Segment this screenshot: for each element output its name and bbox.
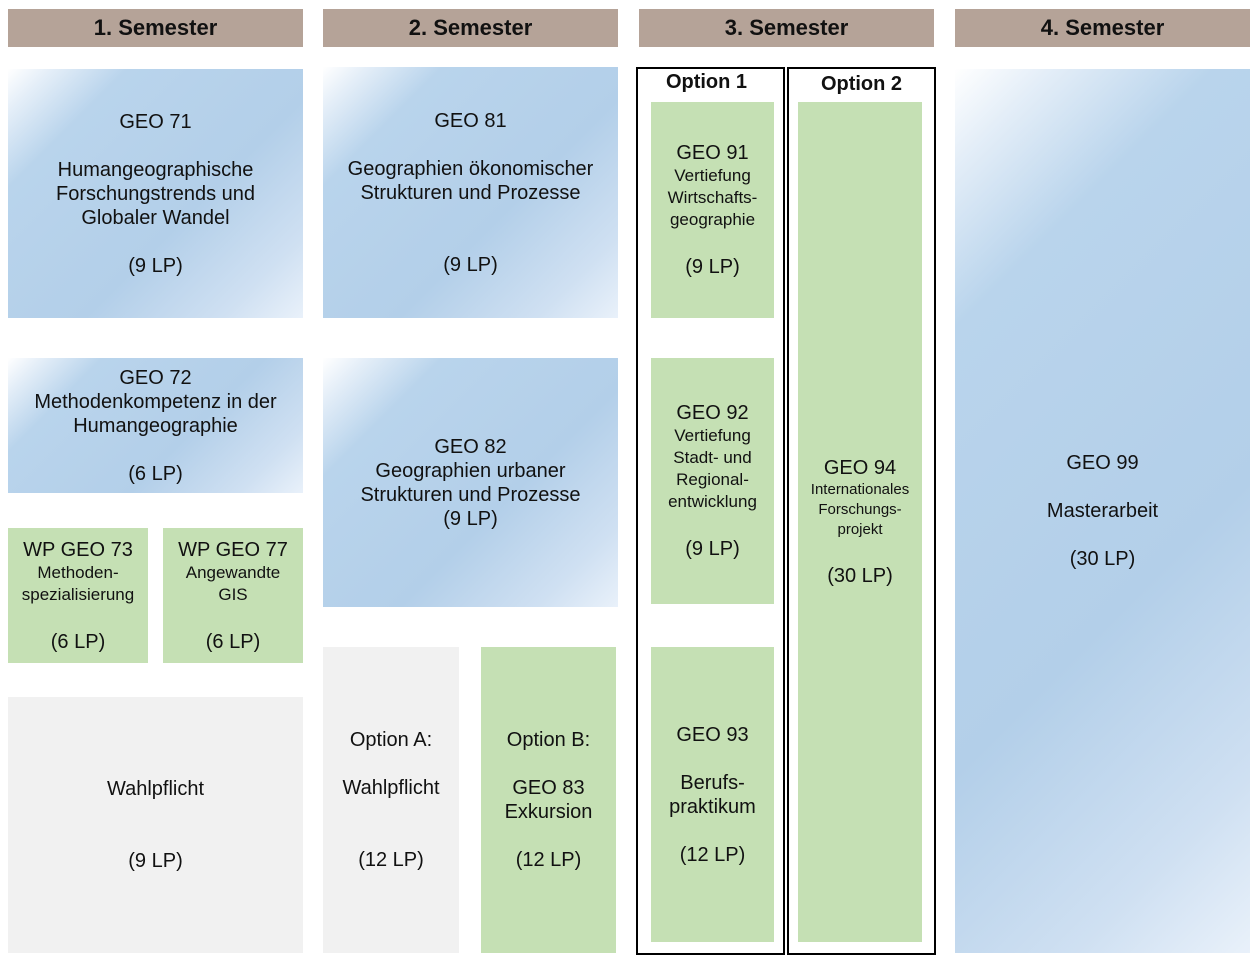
semester-2-header: 2. Semester <box>323 9 618 47</box>
module-geo-92: GEO 92 Vertiefung Stadt- und Regional- e… <box>651 358 774 604</box>
module-title-line: Wirtschafts- <box>667 188 758 207</box>
option-2-label: Option 2 <box>820 73 903 95</box>
module-title-line: Methodenkompetenz in der <box>34 390 277 413</box>
module-title-line: Strukturen und Prozesse <box>360 483 581 506</box>
module-geo-81: GEO 81 Geographien ökonomischer Struktur… <box>323 67 618 318</box>
module-geo-72: GEO 72 Methodenkompetenz in der Humangeo… <box>8 358 303 493</box>
semester-1-header: 1. Semester <box>8 9 303 47</box>
semester-3-header: 3. Semester <box>639 9 934 47</box>
module-title-line: Methoden- <box>37 562 119 582</box>
module-geo-82: GEO 82 Geographien urbaner Strukturen un… <box>323 358 618 607</box>
module-option-a: Option A: Wahlpflicht (12 LP) <box>323 647 459 953</box>
module-credits: (6 LP) <box>50 630 106 653</box>
module-code: GEO 82 <box>434 435 507 458</box>
module-title: Masterarbeit <box>1046 500 1159 522</box>
option-2-frame <box>787 67 936 955</box>
module-option-b-geo-83: Option B: GEO 83 Exkursion (12 LP) <box>481 647 616 953</box>
module-title-line: praktikum <box>669 795 756 818</box>
module-credits: (30 LP) <box>827 565 893 587</box>
option-label: Option B: <box>506 729 591 751</box>
module-code: GEO 81 <box>434 109 507 132</box>
module-title-line: Strukturen und Prozesse <box>360 181 581 204</box>
option-1-label: Option 1 <box>665 71 748 93</box>
module-code: WP GEO 73 <box>23 538 133 561</box>
module-credits: (30 LP) <box>1069 548 1136 570</box>
module-code: GEO 99 <box>1066 452 1139 474</box>
module-geo-91: GEO 91 Vertiefung Wirtschafts- geographi… <box>651 102 774 318</box>
module-title-line: GIS <box>218 584 248 604</box>
module-credits: (9 LP) <box>128 254 183 277</box>
module-geo-71: GEO 71 Humangeographische Forschungstren… <box>8 69 303 318</box>
module-title-line: Globaler Wandel <box>81 206 230 229</box>
module-geo-99: GEO 99 Masterarbeit (30 LP) <box>955 69 1250 953</box>
module-credits: (6 LP) <box>205 630 261 653</box>
module-wahlpflicht-s1: Wahlpflicht (9 LP) <box>8 697 303 953</box>
module-title-line: geographie <box>669 210 756 229</box>
module-title-line: Stadt- und <box>673 448 752 467</box>
module-title-line: Internationales <box>810 481 910 498</box>
module-title-line: Geographien urbaner <box>375 459 566 482</box>
module-credits: (9 LP) <box>685 538 740 560</box>
module-geo-93: GEO 93 Berufs- praktikum (12 LP) <box>651 647 774 942</box>
module-title-line: Forschungstrends und <box>55 182 255 205</box>
module-title-line: Angewandte <box>185 562 281 582</box>
module-title-line: Regional- <box>676 470 749 489</box>
module-code: GEO 72 <box>119 366 192 389</box>
module-code: GEO 92 <box>676 402 749 424</box>
module-credits: (12 LP) <box>679 843 746 866</box>
module-credits: (9 LP) <box>443 253 498 276</box>
module-wp-geo-73: WP GEO 73 Methoden- spezialisierung (6 L… <box>8 528 148 663</box>
semester-4-header: 4. Semester <box>955 9 1250 47</box>
module-title: Wahlpflicht <box>342 777 440 799</box>
module-title-line: Berufs- <box>680 771 745 794</box>
module-title-line: Vertiefung <box>674 426 751 445</box>
module-title-line: Forschungs- <box>818 501 902 518</box>
module-wp-geo-77: WP GEO 77 Angewandte GIS (6 LP) <box>163 528 303 663</box>
module-credits: (9 LP) <box>685 256 740 278</box>
module-title: Wahlpflicht <box>106 778 205 800</box>
option-1-frame <box>636 67 785 955</box>
module-code: GEO 83 <box>512 777 585 799</box>
module-code: GEO 91 <box>676 142 749 164</box>
module-title-line: entwicklung <box>668 492 757 511</box>
module-credits: (9 LP) <box>128 850 183 872</box>
module-title-line: spezialisierung <box>21 584 135 604</box>
module-title-line: Geographien ökonomischer <box>347 157 594 180</box>
module-code: GEO 94 <box>823 457 897 479</box>
module-title-line: Vertiefung <box>674 166 751 185</box>
module-title-line: projekt <box>837 521 883 538</box>
module-credits: (12 LP) <box>515 849 582 871</box>
module-code: WP GEO 77 <box>178 538 288 561</box>
module-code: GEO 93 <box>676 723 749 746</box>
module-credits: (9 LP) <box>443 507 498 530</box>
module-code: GEO 71 <box>119 110 192 133</box>
module-geo-94: GEO 94 Internationales Forschungs- proje… <box>798 102 922 942</box>
option-label: Option A: <box>349 729 433 751</box>
module-credits: (12 LP) <box>358 849 424 871</box>
module-title: Exkursion <box>504 801 593 823</box>
module-credits: (6 LP) <box>128 462 183 485</box>
module-title-line: Humangeographie <box>73 414 238 437</box>
module-title-line: Humangeographische <box>57 158 254 181</box>
